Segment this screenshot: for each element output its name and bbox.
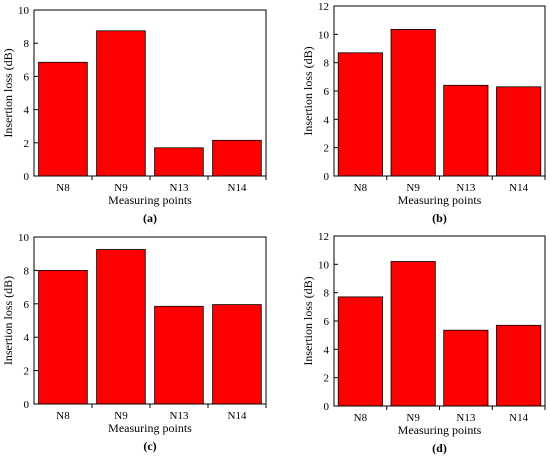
y-tick-label: 6 [24,299,30,311]
bar [154,305,204,405]
x-axis-title: Measuring points [398,423,482,437]
bar [443,329,489,407]
y-tick-label: 2 [324,143,330,155]
panel-label: (d) [432,441,447,455]
y-tick-label: 6 [324,86,330,98]
bar [443,84,489,177]
y-tick-label: 10 [318,29,330,41]
x-tick-label: N8 [354,412,368,424]
x-tick-label: N13 [170,410,189,422]
bar [212,304,262,405]
bar [38,61,88,177]
y-tick-label: 2 [24,366,30,378]
x-tick-label: N13 [456,182,475,194]
chart-panel: 0 2 4 6 8 10 12 N8 N9 N13 N14 Measuring points Inser… [301,231,546,455]
chart-panel: 0 2 4 6 8 10 N8 N9 N13 N14 Measuring points Inserti… [1,5,267,225]
x-axis-title: Measuring points [108,193,192,207]
y-axis-title: Insertion loss (dB) [301,276,315,365]
bar [154,147,204,177]
x-axis-title: Measuring points [108,421,192,435]
x-tick-label: N14 [228,182,247,194]
y-tick-label: 6 [324,316,330,328]
x-axis-title: Measuring points [398,193,482,207]
y-tick-label: 0 [324,171,330,183]
y-tick-label: 10 [18,232,30,244]
chart-panel: 0 2 4 6 8 10 N8 N9 N13 N14 Measuring points Inserti… [1,232,267,453]
y-tick-label: 4 [24,332,30,344]
y-tick-label: 4 [24,105,30,117]
bar [390,28,436,177]
x-tick-label: N13 [456,412,475,424]
bar [337,52,383,177]
panel-label: (a) [143,211,157,225]
y-tick-label: 8 [24,38,30,50]
x-tick-label: N14 [509,182,528,194]
x-tick-label: N8 [56,182,70,194]
y-tick-label: 6 [24,71,30,83]
bar [390,261,436,407]
y-tick-label: 2 [324,373,330,385]
y-tick-label: 4 [324,344,330,356]
y-tick-label: 12 [318,1,329,13]
x-tick-label: N8 [354,182,368,194]
y-tick-label: 4 [324,114,330,126]
panel-label: (c) [143,439,156,453]
y-tick-label: 0 [24,399,30,411]
y-tick-label: 2 [24,138,30,150]
bar [496,86,542,177]
x-tick-label: N14 [509,412,528,424]
y-tick-label: 10 [318,259,330,271]
y-tick-label: 12 [318,231,329,243]
bar [496,324,542,407]
y-tick-label: 10 [18,5,30,17]
bar [38,269,88,405]
y-tick-label: 0 [324,401,330,413]
bar [96,30,146,177]
x-tick-label: N9 [406,182,420,194]
y-tick-label: 0 [24,171,30,183]
y-axis-title: Insertion loss (dB) [1,276,15,365]
y-tick-label: 8 [324,288,330,300]
y-tick-label: 8 [324,58,330,70]
bar [337,296,383,407]
x-tick-label: N13 [170,182,189,194]
x-tick-label: N9 [114,182,128,194]
y-axis-title: Insertion loss (dB) [1,48,15,137]
x-tick-label: N14 [228,410,247,422]
chart-panel: 0 2 4 6 8 10 12 N8 N9 N13 N14 Measuring points Inser… [301,1,546,225]
y-axis-title: Insertion loss (dB) [301,46,315,135]
bar [212,139,262,177]
bar [96,249,146,405]
panel-label: (b) [432,211,447,225]
x-tick-label: N9 [114,410,128,422]
x-tick-label: N9 [406,412,420,424]
y-tick-label: 8 [24,265,30,277]
x-tick-label: N8 [56,410,70,422]
